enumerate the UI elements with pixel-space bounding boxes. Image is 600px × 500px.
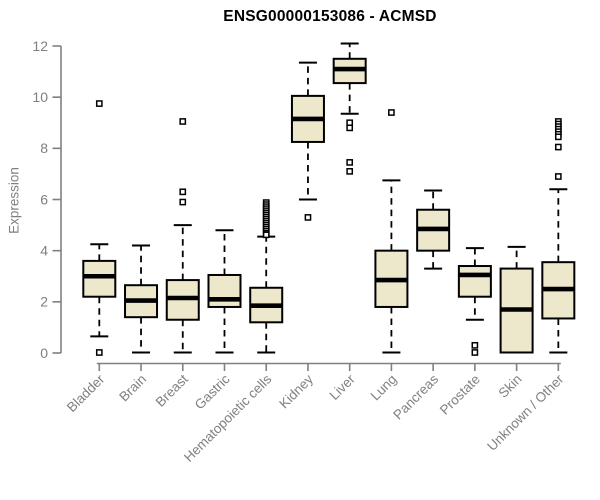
y-tick-label: 8 [40, 140, 48, 156]
x-category-label: Kidney [276, 371, 316, 411]
x-category-label: Pancreas [390, 371, 441, 422]
x-category-label: Brain [116, 372, 149, 405]
outlier-point [304, 214, 312, 221]
x-category-label: Gastric [192, 371, 233, 412]
x-category-label: Skin [496, 372, 525, 401]
x-category-label: Unknown / Other [484, 371, 567, 454]
outlier-point [554, 143, 562, 151]
outlier-point [179, 188, 187, 196]
y-tick-label: 2 [40, 294, 48, 310]
x-category-label: Bladder [64, 371, 108, 415]
outlier-point [95, 100, 103, 107]
y-tick-label: 12 [32, 38, 48, 54]
outlier-point [95, 349, 103, 356]
outlier-point [388, 109, 395, 116]
outlier-point [471, 341, 479, 349]
y-tick-label: 6 [40, 191, 48, 207]
x-category-label: Prostate [437, 372, 483, 418]
chart-title: ENSG00000153086 - ACMSD [223, 8, 437, 25]
box-gastric [207, 273, 242, 308]
y-tick-label: 4 [40, 242, 48, 258]
box-bladder [82, 259, 117, 298]
y-tick-label: 0 [40, 345, 48, 361]
outlier-point [179, 198, 187, 206]
outlier-point [346, 168, 354, 175]
outlier-point [179, 118, 187, 125]
x-category-label: Liver [327, 371, 359, 403]
outlier-point [346, 124, 354, 132]
outlier-point [554, 173, 562, 180]
x-category-label: Breast [153, 371, 191, 409]
outlier-point [262, 231, 270, 239]
outlier-point [346, 159, 354, 166]
y-tick-label: 10 [32, 89, 48, 105]
outlier-point [554, 133, 562, 141]
outlier-point [471, 349, 479, 356]
box-prostate [457, 265, 492, 298]
x-category-label: Lung [368, 372, 400, 404]
